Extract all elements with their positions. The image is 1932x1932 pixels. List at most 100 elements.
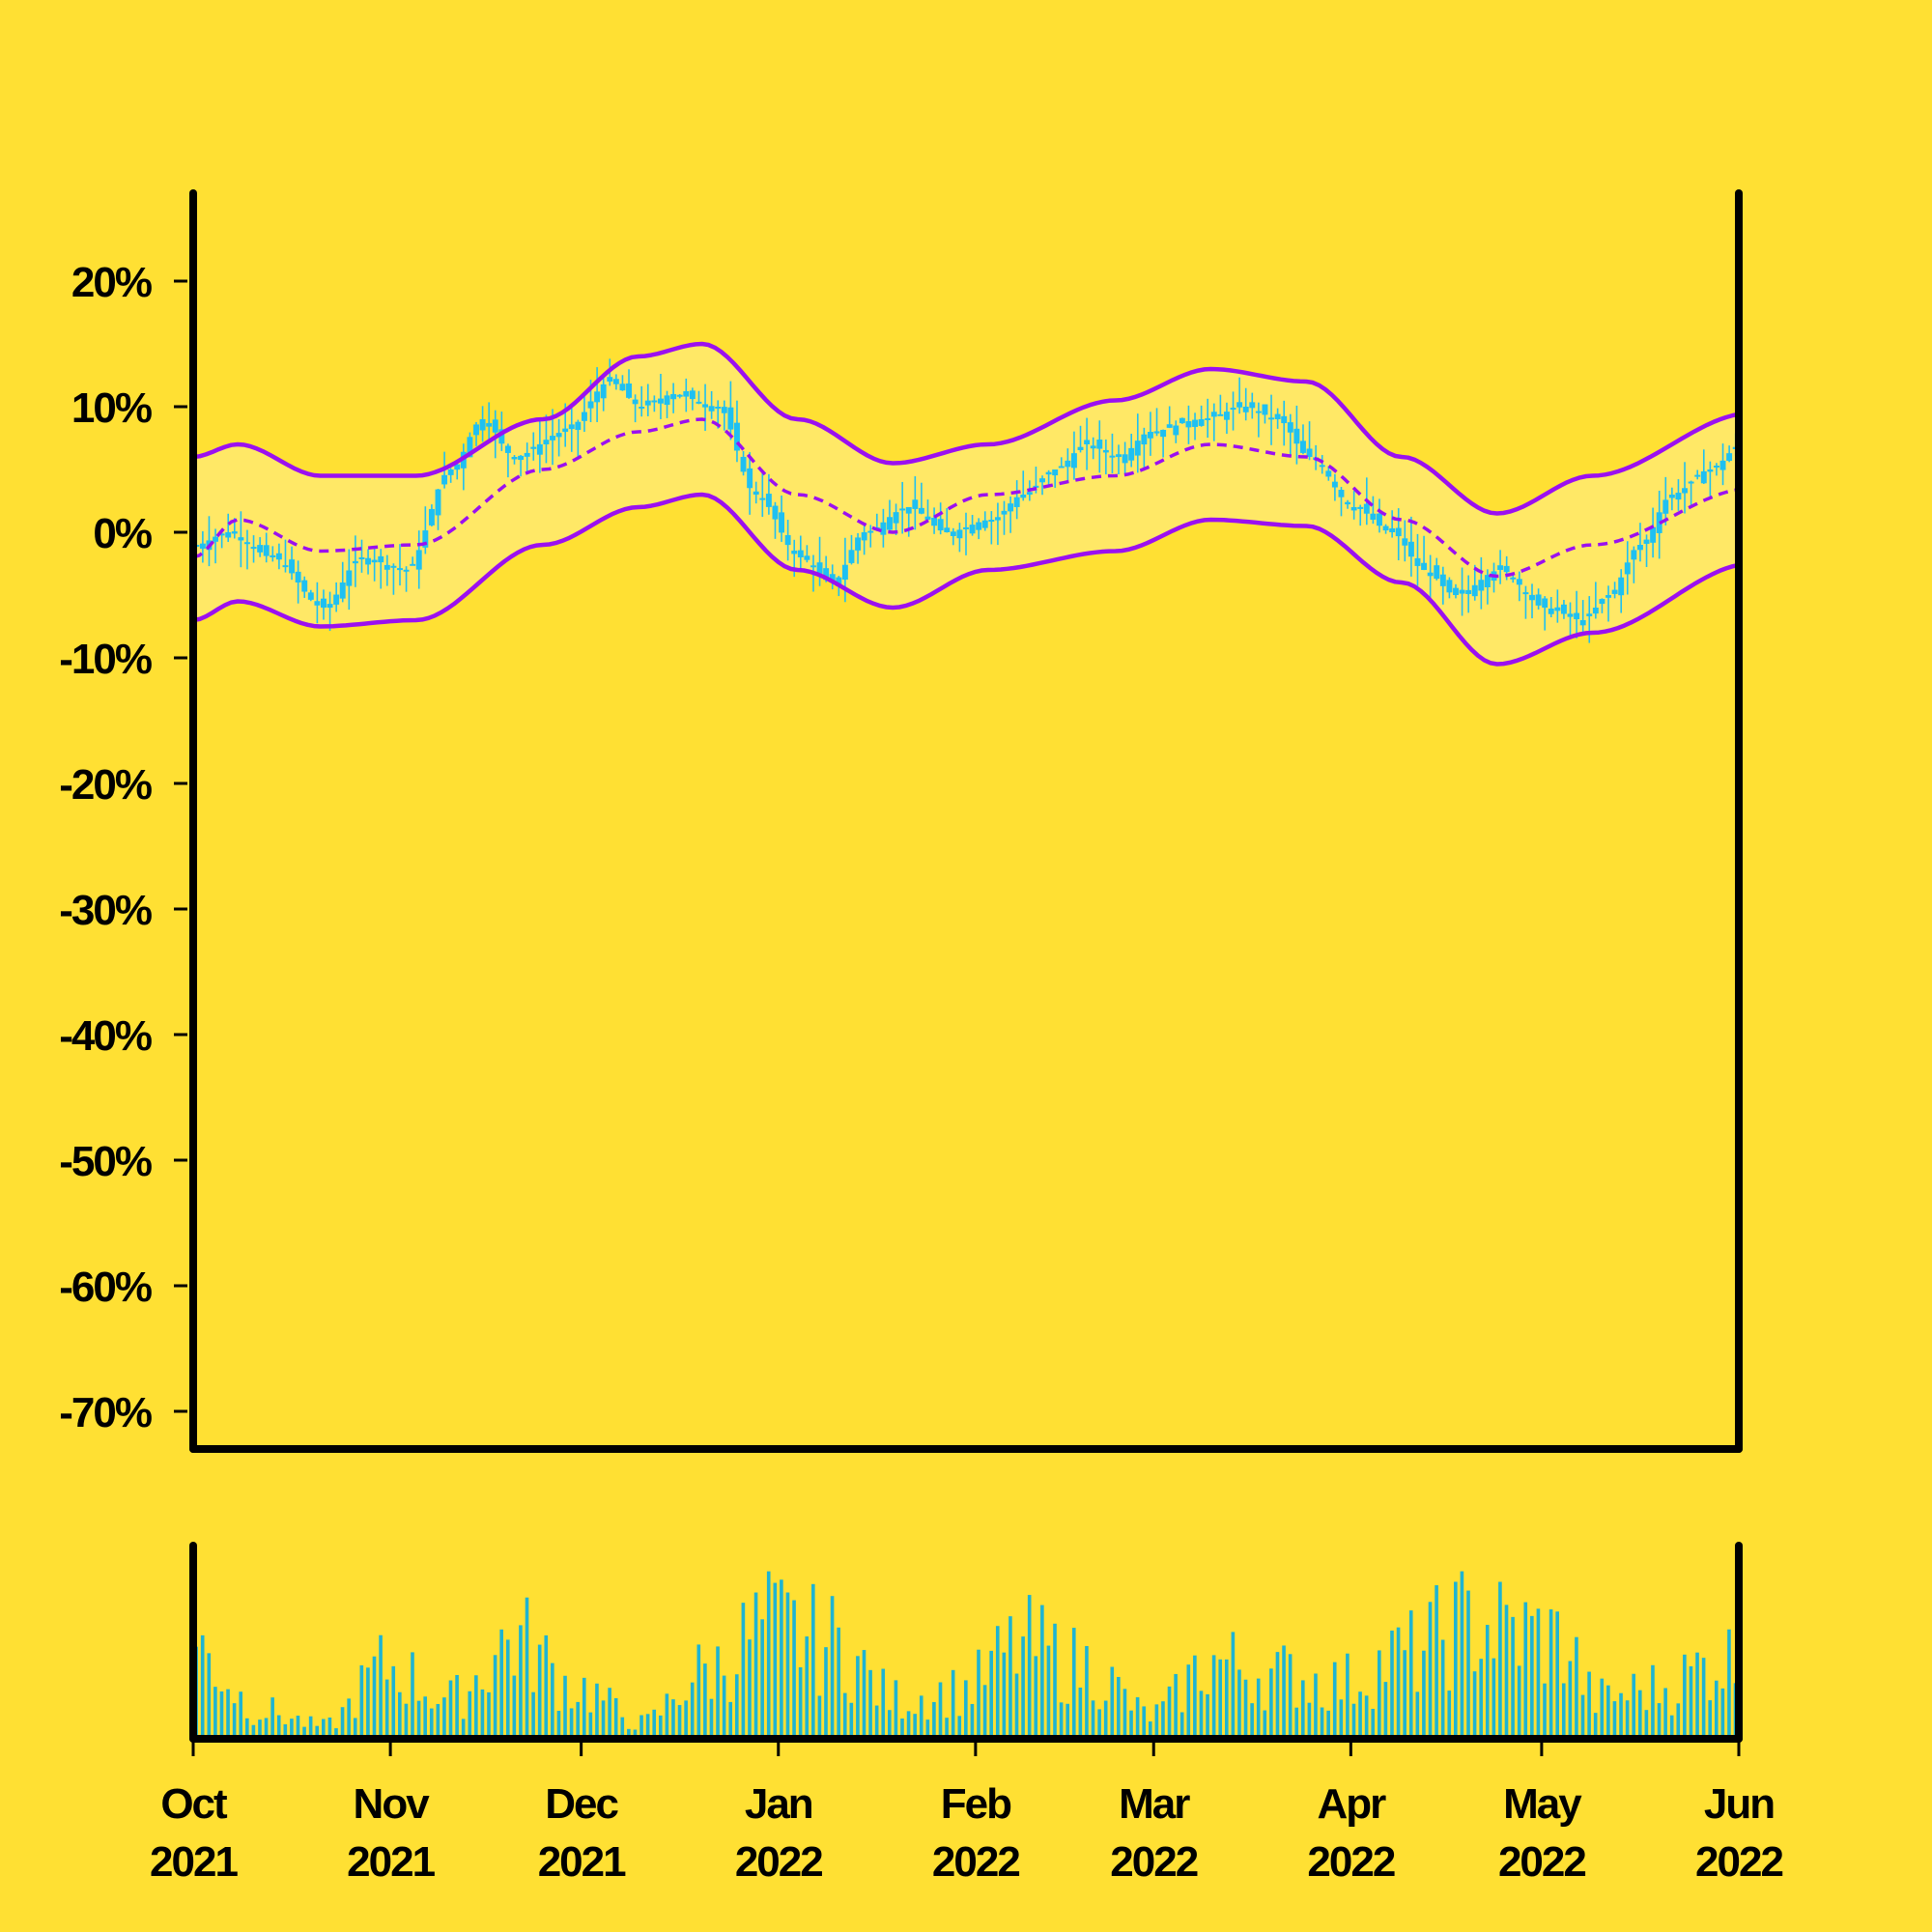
volume-bar [308,1716,313,1739]
volume-bar [856,1656,860,1739]
volume-bar [1263,1710,1267,1739]
candle-body [238,537,244,541]
volume-bar [276,1715,281,1739]
candle-body [956,529,963,539]
candle-body [346,570,353,586]
candle-body [550,436,555,440]
candle-body [524,452,530,457]
volume-bar [1612,1701,1617,1739]
candle-body [1529,594,1535,601]
candle-body [1293,428,1300,444]
volume-bar [455,1675,459,1739]
candle-body [454,464,461,470]
volume-bar [251,1724,256,1739]
candle-body [1210,412,1217,417]
volume-bar [340,1707,345,1739]
volume-bar [505,1639,510,1739]
volume-bar [703,1663,707,1739]
volume-bar [964,1680,968,1739]
candle-body [289,559,296,574]
volume-bar [1218,1659,1223,1739]
y-tick-label: -30% [59,887,152,934]
volume-bar [1472,1671,1477,1739]
volume-bar [989,1650,993,1739]
candle-body [988,520,995,523]
volume-bar [290,1719,294,1739]
candle-body [1370,513,1377,520]
x-tick-month: Feb [941,1780,1011,1828]
volume-bar [817,1695,822,1739]
candle-body [1345,501,1351,505]
volume-bar [1014,1673,1019,1739]
candle-body [1522,592,1529,595]
candle-body [1592,608,1599,614]
x-tick-year: 2022 [1498,1838,1585,1886]
candle-body [263,545,270,556]
candle-body [1052,469,1059,476]
volume-bar [239,1691,243,1739]
candle-body [1516,579,1522,585]
volume-bar [1122,1689,1127,1739]
candle-body [1230,408,1236,411]
candle-body [562,428,569,432]
candle-body [282,565,289,568]
candle-body [1427,572,1434,577]
candle-body [403,569,410,572]
volume-bar [894,1680,898,1739]
volume-bar [1371,1708,1376,1739]
candle-body [397,568,403,571]
volume-bar [1396,1627,1401,1739]
candle-body [1484,575,1491,587]
volume-bar [900,1719,904,1739]
candle-body [734,422,740,451]
candle-body [1389,527,1396,532]
volume-bar [1428,1602,1433,1739]
candle-body [1045,471,1052,475]
volume-bar [627,1728,631,1739]
volume-bar [1059,1702,1064,1739]
candle-body [1503,565,1510,573]
volume-bar [620,1717,625,1739]
volume-bar [932,1701,936,1739]
volume-bar [881,1668,886,1739]
volume-bar [213,1687,217,1739]
candle-body [848,550,855,563]
y-tick-label: -10% [59,636,152,683]
volume-bar [1174,1673,1178,1739]
candle-body [213,536,219,542]
volume-bar [1027,1595,1032,1739]
candle-body [1020,495,1027,498]
candle-body [944,527,951,532]
candle-body [1363,503,1370,514]
candle-body [1128,447,1135,461]
price-axes [189,189,1743,1453]
volume-bar [1021,1636,1025,1739]
volume-bar [1206,1693,1209,1739]
candle-body [791,550,798,554]
volume-bar [1186,1664,1191,1739]
volume-bar [1288,1654,1293,1739]
volume-bar [1720,1688,1725,1739]
volume-bar [1575,1636,1578,1739]
volume-bar [398,1691,402,1739]
volume-bar [970,1703,975,1739]
volume-bar [1161,1701,1165,1739]
candle-body [1586,613,1593,616]
candle-body [1682,488,1688,494]
volume-bar [384,1679,389,1739]
candle-body [644,400,651,406]
volume-bar [1454,1581,1458,1739]
candle-body [651,400,658,403]
candle-body [295,571,301,582]
candle-body [321,598,327,608]
candle-body [784,534,791,546]
candle-body [1675,493,1682,500]
volume-bar [468,1690,472,1739]
volume-bar [1498,1581,1502,1739]
candle-body [1656,512,1662,533]
candle-body [1554,607,1561,611]
upper-band-line [192,341,1740,516]
candle-body [218,533,225,536]
volume-bar [716,1646,720,1739]
